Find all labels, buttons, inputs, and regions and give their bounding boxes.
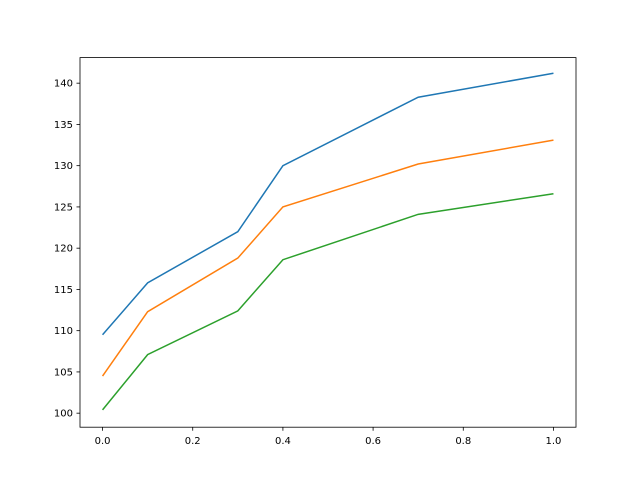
y-tick-label: 105 <box>54 367 73 378</box>
y-tick-label: 130 <box>54 161 73 172</box>
y-tick-label: 115 <box>54 285 73 296</box>
line <box>101 192 554 411</box>
line <box>101 72 554 336</box>
x-tick-label: 0.2 <box>185 436 201 447</box>
y-tick-label: 100 <box>54 409 73 420</box>
x-tick-label: 0.4 <box>275 436 291 447</box>
y-tick-label: 140 <box>54 79 73 90</box>
y-tick-label: 135 <box>54 120 73 131</box>
x-tick-label: 0.6 <box>365 436 381 447</box>
x-tick-label: 0.0 <box>95 436 111 447</box>
x-tick-label: 1.0 <box>546 436 562 447</box>
line <box>101 139 554 377</box>
y-tick-label: 125 <box>54 202 73 213</box>
x-tick-label: 0.8 <box>455 436 471 447</box>
y-tick-label: 120 <box>54 244 73 255</box>
plot-frame <box>79 57 577 428</box>
y-tick-label: 110 <box>54 326 73 337</box>
